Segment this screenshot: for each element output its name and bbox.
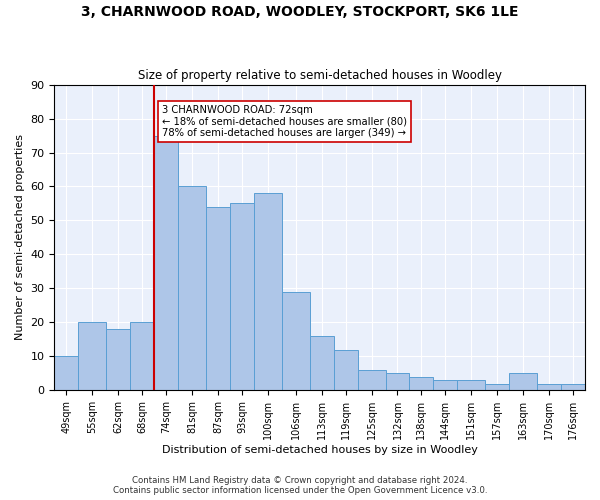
Bar — [130, 322, 154, 390]
Bar — [386, 374, 409, 390]
Bar — [230, 204, 254, 390]
Bar — [206, 207, 230, 390]
Bar — [409, 377, 433, 390]
Bar — [485, 384, 509, 390]
Bar — [433, 380, 457, 390]
Bar — [282, 292, 310, 390]
Bar — [561, 384, 585, 390]
Bar — [55, 356, 79, 390]
Bar — [358, 370, 386, 390]
Text: 3, CHARNWOOD ROAD, WOODLEY, STOCKPORT, SK6 1LE: 3, CHARNWOOD ROAD, WOODLEY, STOCKPORT, S… — [81, 5, 519, 19]
Bar — [310, 336, 334, 390]
Bar — [334, 350, 358, 391]
Bar — [106, 329, 130, 390]
Y-axis label: Number of semi-detached properties: Number of semi-detached properties — [15, 134, 25, 340]
Text: Contains HM Land Registry data © Crown copyright and database right 2024.
Contai: Contains HM Land Registry data © Crown c… — [113, 476, 487, 495]
Bar — [154, 136, 178, 390]
Bar — [457, 380, 485, 390]
Bar — [254, 194, 282, 390]
X-axis label: Distribution of semi-detached houses by size in Woodley: Distribution of semi-detached houses by … — [162, 445, 478, 455]
Text: 3 CHARNWOOD ROAD: 72sqm
← 18% of semi-detached houses are smaller (80)
78% of se: 3 CHARNWOOD ROAD: 72sqm ← 18% of semi-de… — [162, 105, 407, 138]
Bar — [509, 374, 537, 390]
Bar — [537, 384, 561, 390]
Bar — [79, 322, 106, 390]
Title: Size of property relative to semi-detached houses in Woodley: Size of property relative to semi-detach… — [138, 69, 502, 82]
Bar — [178, 186, 206, 390]
